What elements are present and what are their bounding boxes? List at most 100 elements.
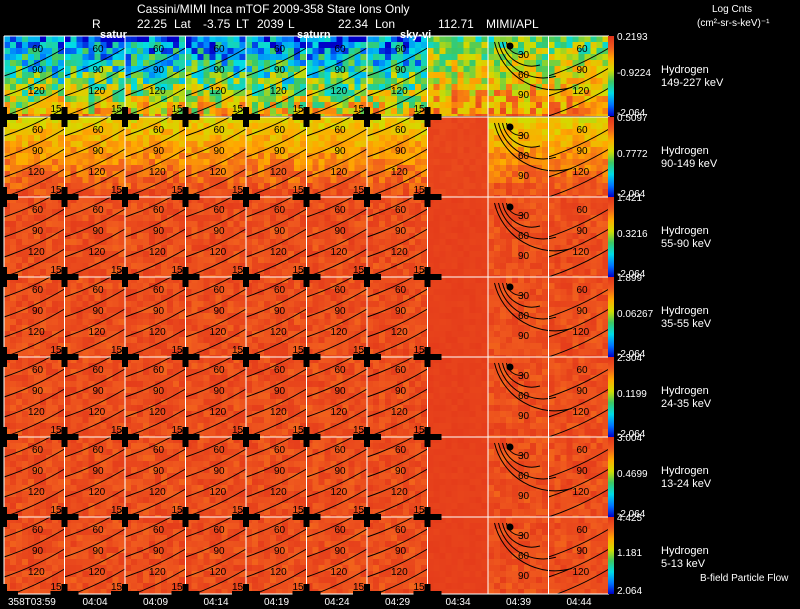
heatmap-cell xyxy=(227,153,234,160)
heatmap-cell xyxy=(4,263,11,270)
heatmap-cell xyxy=(125,189,132,196)
heatmap-cell xyxy=(385,42,392,49)
heatmap-cell xyxy=(28,72,35,79)
heatmap-cell xyxy=(439,153,446,160)
heatmap-cell xyxy=(391,257,398,264)
heatmap-cell xyxy=(403,257,410,264)
heatmap-cell xyxy=(602,215,609,222)
heatmap-cell xyxy=(439,36,446,43)
heatmap-cell xyxy=(306,48,313,55)
heatmap-cell xyxy=(518,245,525,252)
heatmap-cell xyxy=(481,48,488,55)
heatmap-cell xyxy=(58,189,65,196)
heatmap-cell xyxy=(324,48,331,55)
heatmap-cell xyxy=(185,263,192,270)
heatmap-cell xyxy=(179,171,186,178)
heatmap-cell xyxy=(100,177,107,184)
heatmap-cell xyxy=(415,54,422,61)
heatmap-cell xyxy=(82,114,89,117)
heatmap-cell xyxy=(488,108,495,115)
heatmap-cell xyxy=(82,301,89,308)
heatmap-cell xyxy=(58,283,65,290)
heatmap-cell xyxy=(457,183,464,190)
heatmap-cell xyxy=(137,114,144,117)
heatmap-cell xyxy=(270,153,277,160)
heatmap-cell xyxy=(367,263,374,270)
heatmap-cell xyxy=(233,60,240,67)
heatmap-cell xyxy=(530,72,537,79)
heatmap-cell xyxy=(494,84,501,91)
heatmap-cell xyxy=(191,239,198,246)
heatmap-cell xyxy=(16,195,23,198)
heatmap-cell xyxy=(22,307,29,314)
heatmap-cell xyxy=(100,123,107,130)
heatmap-cell xyxy=(300,203,307,210)
heatmap-cell xyxy=(191,84,198,91)
heatmap-cell xyxy=(125,295,132,302)
heatmap-cell xyxy=(82,245,89,252)
heatmap-cell xyxy=(475,78,482,85)
heatmap-cell xyxy=(312,183,319,190)
heatmap-cell xyxy=(112,349,119,356)
heatmap-cell xyxy=(294,221,301,228)
heatmap-cell xyxy=(112,117,119,124)
heatmap-cell xyxy=(288,96,295,103)
heatmap-cell xyxy=(106,90,113,97)
heatmap-cell xyxy=(227,141,234,148)
heatmap-cell xyxy=(143,54,150,61)
heatmap-cell xyxy=(76,263,83,270)
heatmap-cell xyxy=(76,275,83,278)
heatmap-cell xyxy=(403,114,410,117)
heatmap-cell xyxy=(336,147,343,154)
heatmap-cell xyxy=(131,197,138,204)
heatmap-cell xyxy=(445,197,452,204)
heatmap-cell xyxy=(324,171,331,178)
heatmap-cell xyxy=(524,209,531,216)
heatmap-cell xyxy=(4,301,11,308)
heatmap-cell xyxy=(22,257,29,264)
heatmap-cell xyxy=(233,159,240,166)
heatmap-cell xyxy=(572,209,579,216)
heatmap-cell xyxy=(415,84,422,91)
heatmap-cell xyxy=(403,42,410,49)
heatmap-cell xyxy=(16,183,23,190)
heatmap-cell xyxy=(590,153,597,160)
heatmap-cell xyxy=(131,129,138,136)
heatmap-cell xyxy=(52,227,59,234)
heatmap-cell xyxy=(391,114,398,117)
heatmap-cell xyxy=(306,257,313,264)
heatmap-cell xyxy=(155,209,162,216)
heatmap-cell xyxy=(46,42,53,49)
heatmap-cell xyxy=(282,84,289,91)
heatmap-cell xyxy=(118,197,125,204)
heatmap-cell xyxy=(239,66,246,73)
heatmap-cell xyxy=(10,117,17,124)
heatmap-cell xyxy=(506,197,513,204)
heatmap-cell xyxy=(548,147,555,154)
heatmap-cell xyxy=(52,102,59,109)
heatmap-cell xyxy=(506,215,513,222)
heatmap-cell xyxy=(300,84,307,91)
heatmap-cell xyxy=(58,102,65,109)
heatmap-cell xyxy=(336,195,343,198)
heatmap-cell xyxy=(58,269,65,276)
heatmap-cell xyxy=(76,36,83,43)
heatmap-cell xyxy=(367,78,374,85)
heatmap-cell xyxy=(494,72,501,79)
heatmap-cell xyxy=(276,165,283,172)
heatmap-cell xyxy=(415,108,422,115)
heatmap-cell xyxy=(270,159,277,166)
heatmap-cell xyxy=(197,233,204,240)
heatmap-cell xyxy=(348,48,355,55)
heatmap-cell xyxy=(227,177,234,184)
heatmap-cell xyxy=(373,263,380,270)
heatmap-cell xyxy=(294,183,301,190)
heatmap-cell xyxy=(506,263,513,270)
heatmap-cell xyxy=(602,269,609,276)
heatmap-cell xyxy=(578,66,585,73)
heatmap-cell xyxy=(143,159,150,166)
heatmap-cell xyxy=(342,36,349,43)
heatmap-cell xyxy=(70,102,77,109)
heatmap-cell xyxy=(143,42,150,49)
heatmap-cell xyxy=(379,66,386,73)
